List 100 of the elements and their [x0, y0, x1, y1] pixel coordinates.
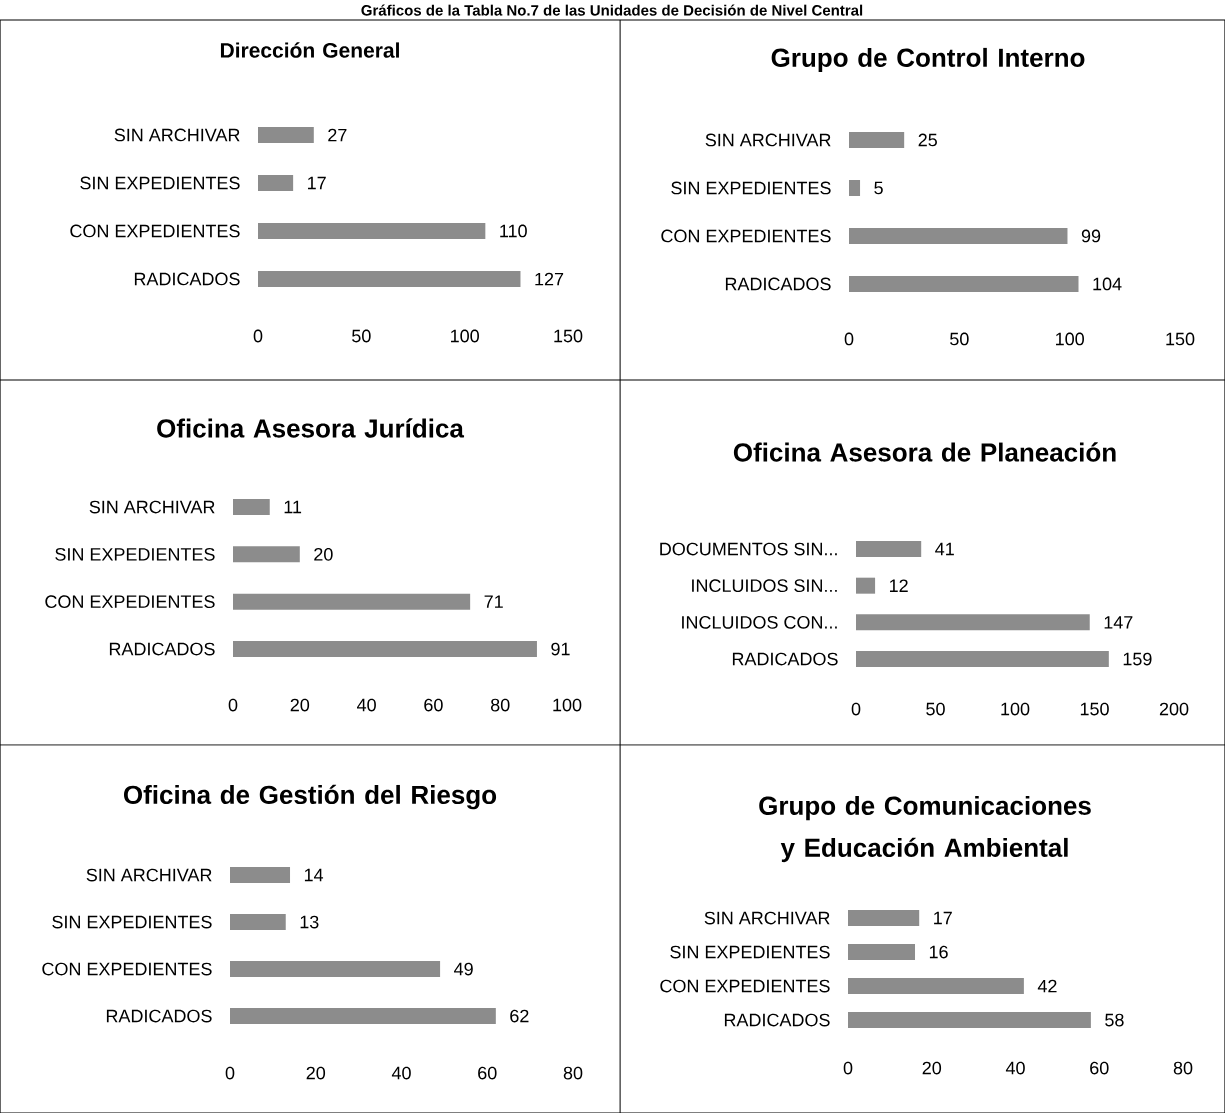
- data-label: 14: [304, 868, 324, 882]
- x-tick-label: 0: [253, 329, 263, 343]
- bar: [258, 175, 294, 192]
- x-tick-label: 40: [357, 698, 376, 712]
- data-label: 159: [1123, 652, 1152, 666]
- x-tick-label: 20: [290, 698, 310, 712]
- x-tick-label: 60: [424, 698, 443, 712]
- data-label: 71: [484, 595, 503, 608]
- data-label: 16: [929, 945, 948, 959]
- x-tick-label: 100: [451, 329, 479, 343]
- x-tick-label: 50: [950, 332, 969, 346]
- data-label: 104: [1093, 277, 1122, 291]
- x-tick-label: 200: [1159, 702, 1189, 716]
- x-tick-label: 100: [1001, 702, 1030, 716]
- x-tick-label: 60: [1090, 1061, 1109, 1075]
- x-tick-label: 100: [553, 698, 582, 712]
- y-tick-label: INCLUIDOS SIN...: [692, 579, 837, 593]
- bar: [258, 271, 521, 288]
- x-tick-label: 100: [1056, 332, 1084, 346]
- y-tick-label: SIN EXPEDIENTES: [670, 945, 830, 959]
- y-tick-label: SIN EXPEDIENTES: [80, 176, 240, 190]
- chart-title: Dirección General: [220, 42, 399, 58]
- y-tick-label: SIN EXPEDIENTES: [55, 547, 215, 561]
- data-label: 17: [308, 176, 326, 190]
- y-tick-label: RADICADOS: [106, 1009, 212, 1023]
- data-label: 13: [300, 915, 319, 929]
- x-tick-label: 50: [926, 702, 945, 716]
- bar: [848, 910, 920, 927]
- data-label: 147: [1104, 616, 1133, 629]
- bar: [849, 228, 1068, 245]
- chart-title: Oficina Asesora Jurídica: [157, 418, 465, 438]
- data-label: 99: [1081, 229, 1101, 243]
- x-tick-label: 80: [563, 1066, 583, 1080]
- x-tick-label: 60: [478, 1066, 497, 1080]
- bar: [233, 499, 270, 516]
- data-label: 41: [935, 542, 954, 556]
- chart-title: Oficina Asesora de Planeación: [733, 442, 1116, 462]
- chart-title: Grupo de Comunicaciones y Educación Ambiental: [759, 795, 1091, 863]
- bar: [856, 541, 922, 558]
- x-tick-label: 0: [851, 702, 861, 716]
- y-tick-label: RADICADOS: [724, 1013, 830, 1027]
- chart-title: Grupo de Control Interno: [771, 47, 1085, 73]
- y-tick-label: RADICADOS: [732, 652, 838, 666]
- y-tick-label: RADICADOS: [134, 272, 240, 286]
- bar: [258, 127, 314, 143]
- y-tick-label: SIN EXPEDIENTES: [671, 181, 831, 195]
- x-tick-label: 150: [554, 329, 583, 343]
- y-tick-label: CON EXPEDIENTES: [660, 979, 830, 993]
- y-tick-label: SIN ARCHIVAR: [704, 911, 830, 925]
- data-label: 27: [328, 128, 347, 142]
- x-tick-label: 150: [1080, 702, 1109, 716]
- data-label: 17: [934, 911, 952, 925]
- x-tick-label: 150: [1166, 332, 1195, 346]
- y-tick-label: INCLUIDOS CON...: [682, 615, 837, 629]
- bar: [258, 223, 486, 240]
- y-tick-label: SIN ARCHIVAR: [89, 500, 215, 514]
- data-label: 58: [1105, 1013, 1124, 1027]
- data-label: 12: [889, 579, 908, 592]
- y-tick-label: RADICADOS: [725, 277, 831, 291]
- x-tick-label: 0: [228, 698, 238, 712]
- y-tick-label: RADICADOS: [109, 642, 215, 656]
- data-label: 5: [874, 181, 883, 195]
- chart-title: Oficina de Gestión del Riesgo: [123, 784, 497, 810]
- data-label: 49: [454, 962, 473, 976]
- bar: [233, 641, 537, 658]
- bar: [849, 132, 905, 149]
- x-tick-label: 20: [922, 1061, 942, 1075]
- text: Gráficos de la Tabla No.7 de las Unidades de Decisión de Nivel Central: [361, 4, 863, 16]
- data-label: 25: [918, 133, 937, 147]
- y-tick-label: DOCUMENTOS SIN...: [660, 542, 837, 556]
- data-label: 62: [510, 1009, 529, 1023]
- bar: [848, 1012, 1091, 1029]
- bar: [230, 914, 286, 931]
- x-tick-label: 80: [490, 698, 510, 712]
- bar: [849, 276, 1079, 293]
- x-tick-label: 80: [1173, 1061, 1193, 1075]
- data-label: 91: [551, 642, 570, 656]
- bar: [849, 180, 861, 197]
- bar: [856, 614, 1090, 631]
- bar: [856, 651, 1109, 668]
- x-tick-label: 0: [225, 1066, 235, 1080]
- y-tick-label: CON EXPEDIENTES: [45, 595, 215, 609]
- y-tick-label: SIN ARCHIVAR: [114, 128, 240, 142]
- bar: [848, 944, 916, 961]
- bar: [856, 577, 876, 594]
- y-tick-label: CON EXPEDIENTES: [42, 962, 212, 976]
- data-label: 127: [535, 272, 564, 286]
- data-label: 20: [314, 547, 333, 561]
- x-tick-label: 0: [843, 1061, 853, 1075]
- bar: [233, 546, 300, 563]
- x-tick-label: 0: [844, 332, 854, 346]
- x-tick-label: 20: [306, 1066, 326, 1080]
- bar: [230, 961, 441, 978]
- data-label: 11: [284, 500, 302, 514]
- data-label: 110: [500, 224, 527, 238]
- x-tick-label: 40: [391, 1066, 411, 1080]
- y-tick-label: SIN EXPEDIENTES: [52, 915, 212, 929]
- bar: [233, 593, 471, 610]
- data-label: 42: [1037, 979, 1057, 993]
- x-tick-label: 40: [1005, 1061, 1025, 1075]
